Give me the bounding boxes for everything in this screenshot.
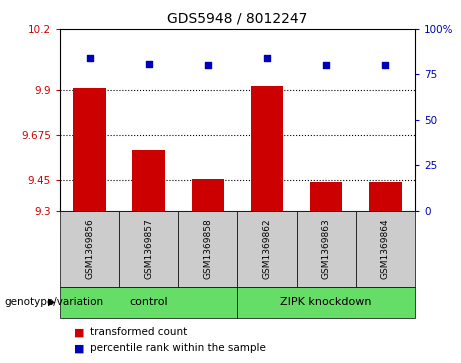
Text: GSM1369864: GSM1369864 bbox=[381, 218, 390, 279]
Text: GSM1369857: GSM1369857 bbox=[144, 218, 153, 279]
Text: transformed count: transformed count bbox=[90, 327, 187, 337]
Bar bbox=[192, 179, 224, 211]
Text: ■: ■ bbox=[74, 327, 84, 337]
Point bbox=[263, 55, 271, 61]
Bar bbox=[73, 87, 106, 211]
Text: ZIPK knockdown: ZIPK knockdown bbox=[280, 297, 372, 307]
Text: control: control bbox=[130, 297, 168, 307]
Point bbox=[86, 55, 93, 61]
Title: GDS5948 / 8012247: GDS5948 / 8012247 bbox=[167, 11, 307, 25]
Text: GSM1369856: GSM1369856 bbox=[85, 218, 94, 279]
Point bbox=[204, 62, 212, 68]
Text: ■: ■ bbox=[74, 343, 84, 354]
Text: percentile rank within the sample: percentile rank within the sample bbox=[90, 343, 266, 354]
Bar bbox=[251, 86, 283, 211]
Text: ▶: ▶ bbox=[48, 297, 55, 307]
Bar bbox=[369, 182, 402, 211]
Text: GSM1369863: GSM1369863 bbox=[322, 218, 331, 279]
Text: GSM1369862: GSM1369862 bbox=[262, 218, 272, 279]
Point bbox=[145, 61, 152, 66]
Point bbox=[322, 62, 330, 68]
Bar bbox=[132, 150, 165, 211]
Text: GSM1369858: GSM1369858 bbox=[203, 218, 213, 279]
Point bbox=[382, 62, 389, 68]
Text: genotype/variation: genotype/variation bbox=[5, 297, 104, 307]
Bar bbox=[310, 182, 343, 211]
